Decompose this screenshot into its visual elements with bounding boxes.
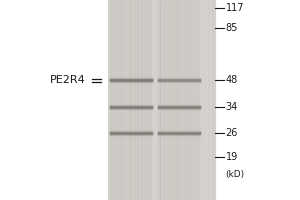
- Text: 26: 26: [226, 128, 238, 138]
- Bar: [110, 0, 152, 200]
- Bar: [158, 0, 200, 200]
- Text: 48: 48: [226, 75, 238, 85]
- Bar: [108, 0, 216, 200]
- Text: 117: 117: [226, 3, 244, 13]
- Text: PE2R4: PE2R4: [50, 75, 86, 85]
- Text: 19: 19: [226, 152, 238, 162]
- Text: 85: 85: [226, 23, 238, 33]
- Text: (kD): (kD): [226, 170, 244, 180]
- Text: 34: 34: [226, 102, 238, 112]
